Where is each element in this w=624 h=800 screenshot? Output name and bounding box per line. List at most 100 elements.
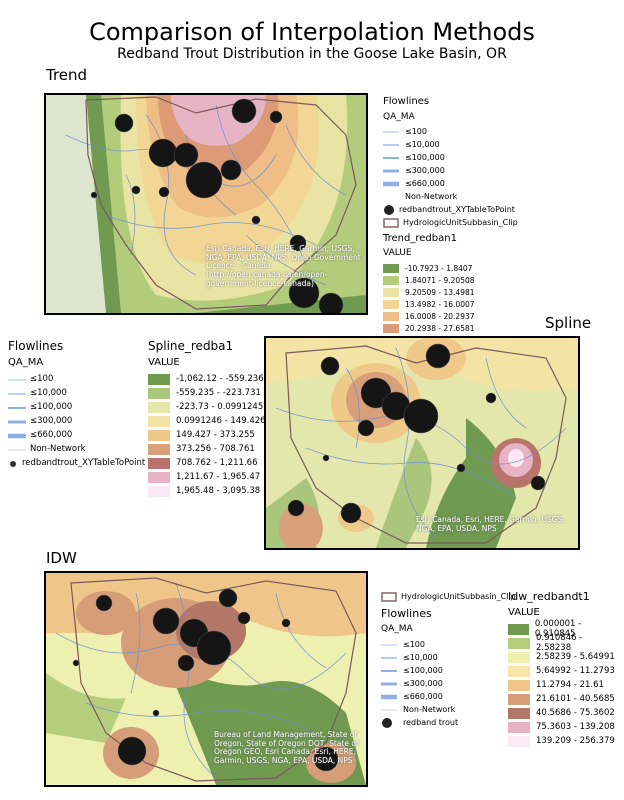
trend-legend-flowlines-title: Flowlines <box>383 96 430 107</box>
idw-flow-class-label: ≤100 <box>403 639 425 649</box>
trend-ramp-swatch <box>383 324 399 333</box>
huc-outline-icon <box>381 591 397 602</box>
idw-ramp-label: 0.910846 - 2.58238 <box>535 632 583 654</box>
trend-ramp-label: 16.0008 - 20.2937 <box>405 311 475 321</box>
idw-map[interactable]: Bureau of Land Management, State of Oreg… <box>44 571 368 787</box>
spline-legend-flowlines-title: Flowlines <box>8 339 64 353</box>
spline-ramp-label: 149.427 - 373.255 <box>176 430 255 441</box>
idw-flow-class-label: ≤100,000 <box>403 665 443 675</box>
trend-ramp-row: -10.7923 - 1.8407 <box>383 263 493 275</box>
trend-legend-flow-row: ≤100 <box>383 126 493 139</box>
spline-ramp-row: -1,062.12 - -559.236 <box>148 373 268 387</box>
spline-ramp-swatch <box>148 472 170 483</box>
spline-raster-title: Spline_redba1 <box>148 339 234 353</box>
trend-legend-flow-row: ≤300,000 <box>383 165 493 178</box>
idw-legend-flow-row: ≤100,000 <box>381 664 506 677</box>
idw-ramp-swatch <box>508 721 530 733</box>
trend-flow-class-label: ≤660,000 <box>405 179 445 189</box>
idw-ramp-label: 2.58239 - 5.64991 <box>536 651 615 662</box>
spline-legend-qa-title: QA_MA <box>8 357 44 368</box>
trend-map-canvas <box>46 95 366 313</box>
idw-ramp-swatch <box>508 693 530 705</box>
idw-legend-flow-column: HydrologicUnitSubbasin_Clip Flowlines QA… <box>381 590 516 729</box>
spline-legend-flow-row: ≤300,000 <box>8 415 128 429</box>
spline-ramp-swatch <box>148 374 170 385</box>
idw-ramp-row: 2.58239 - 5.64991 <box>508 650 620 664</box>
idw-ramp-row: 139.209 - 256.379 <box>508 734 620 748</box>
trout-point-icon <box>10 460 16 467</box>
trend-map[interactable]: Esri Canada, Esri, HERE, Garmin, USGS, N… <box>44 93 368 315</box>
trend-ramp-label: 1.84071 - 9.20508 <box>405 275 475 285</box>
trend-credit: Esri Canada, Esri, HERE, Garmin, USGS, N… <box>206 244 361 288</box>
idw-legend-flow-row: ≤660,000 <box>381 690 506 703</box>
spline-ramp-label: -223.73 - 0.0991245 <box>176 402 264 413</box>
spline-ramp-list: -1,062.12 - -559.236 -559.235 - -223.731 -… <box>148 373 268 499</box>
spline-ramp-row: 373.256 - 708.761 <box>148 443 268 457</box>
trend-ramp-row: 13.4982 - 16.0007 <box>383 299 493 311</box>
idw-ramp-row: 75.3603 - 139.208 <box>508 720 620 734</box>
spline-legend-flow-row: ≤660,000 <box>8 429 128 443</box>
idw-ramp-swatch <box>508 665 530 677</box>
spline-flow-class-label: ≤10,000 <box>30 388 67 399</box>
spline-ramp-label: 0.0991246 - 149.426 <box>176 416 266 427</box>
trend-legend-flow-row: ≤10,000 <box>383 139 493 152</box>
huc-outline-icon <box>383 218 399 228</box>
idw-ramp-list: 0.000001 - 0.910845 0.910846 - 2.58238 2.5… <box>508 618 620 748</box>
spline-ramp-label: 373.256 - 708.761 <box>176 444 255 455</box>
spline-ramp-row: -559.235 - -223.731 <box>148 387 268 401</box>
idw-ramp-row: 40.5686 - 75.3602 <box>508 706 620 720</box>
idw-ramp-row: 5.64992 - 11.2793 <box>508 664 620 678</box>
trend-section-label: Trend <box>46 66 88 84</box>
spline-ramp-label: 1,965.48 - 3,095.38 <box>176 486 261 497</box>
trend-flow-class-label: ≤10,000 <box>405 140 440 150</box>
idw-value-label: VALUE <box>508 606 540 618</box>
spline-ramp-swatch <box>148 402 170 413</box>
spline-ramp-label: 708.762 - 1,211.66 <box>176 458 258 469</box>
idw-ramp-swatch <box>508 707 530 719</box>
idw-legend-flow-row: ≤100 <box>381 638 506 651</box>
idw-raster-title: Idw_redbandt1 <box>508 590 590 603</box>
spline-flow-class-label: ≤660,000 <box>30 430 73 441</box>
idw-flow-class-label: ≤10,000 <box>403 652 438 662</box>
spline-ramp-swatch <box>148 430 170 441</box>
trend-legend-points-row: redbandtrout_XYTableToPoint <box>383 204 515 217</box>
idw-legend-huc-row: HydrologicUnitSubbasin_Clip <box>381 590 516 603</box>
spline-ramp-row: 708.762 - 1,211.66 <box>148 457 268 471</box>
idw-flow-class-label: ≤300,000 <box>403 678 443 688</box>
spline-ramp-swatch <box>148 458 170 469</box>
trend-flow-class-label: ≤100 <box>405 127 427 137</box>
spline-ramp-label: -559.235 - -223.731 <box>176 388 261 399</box>
idw-ramp-row: 0.910846 - 2.58238 <box>508 633 620 653</box>
idw-flow-class-label: ≤660,000 <box>403 691 443 701</box>
idw-points-label: redband trout <box>403 717 459 727</box>
trend-ramp-swatch <box>383 264 399 273</box>
idw-ramp-label: 0.000001 - 0.910845 <box>534 618 582 640</box>
spline-ramp-label: -1,062.12 - -559.236 <box>176 374 264 385</box>
idw-ramp-label: 139.209 - 256.379 <box>536 735 615 746</box>
idw-ramp-row: 11.2794 - 21.61 <box>508 678 620 692</box>
trend-legend: Flowlines QA_MA ≤100 ≤10,000 ≤100,000 ≤3… <box>383 96 518 335</box>
spline-flow-class-label: Non-Network <box>30 444 86 455</box>
trend-ramp-row: 1.84071 - 9.20508 <box>383 275 493 287</box>
trend-ramp-label: 13.4982 - 16.0007 <box>405 299 475 309</box>
idw-flow-class-label: Non-Network <box>403 704 456 714</box>
idw-legend-raster-column: Idw_redbandt1 VALUE 0.000001 - 0.910845 0… <box>508 590 620 748</box>
trend-legend-huc-row: HydrologicUnitSubbasin_Clip <box>383 217 518 230</box>
spline-map-canvas <box>266 338 578 548</box>
spline-legend-flow-row: ≤100 <box>8 373 128 387</box>
trend-ramp-swatch <box>383 288 399 297</box>
spline-map[interactable]: Esri Canada, Esri, HERE, Garmin, USGS, N… <box>264 336 580 550</box>
idw-ramp-swatch <box>508 679 530 691</box>
spline-flow-class-label: ≤100,000 <box>30 402 73 413</box>
trend-ramp-label: -10.7923 - 1.8407 <box>405 263 473 273</box>
spline-legend-raster-column: Spline_redba1 VALUE -1,062.12 - -559.236… <box>148 339 268 499</box>
trend-legend-qa-title: QA_MA <box>383 111 415 122</box>
idw-map-canvas <box>46 573 366 785</box>
idw-legend-points-row: redband trout <box>381 716 506 729</box>
trend-legend-flow-row: ≤100,000 <box>383 152 493 165</box>
spline-ramp-row: -223.73 - 0.0991245 <box>148 401 268 415</box>
spline-legend-flow-row: ≤10,000 <box>8 387 128 401</box>
idw-ramp-label: 21.6101 - 40.5685 <box>536 693 615 704</box>
idw-ramp-swatch <box>508 623 529 635</box>
idw-legend-flow-row: Non-Network <box>381 703 506 716</box>
